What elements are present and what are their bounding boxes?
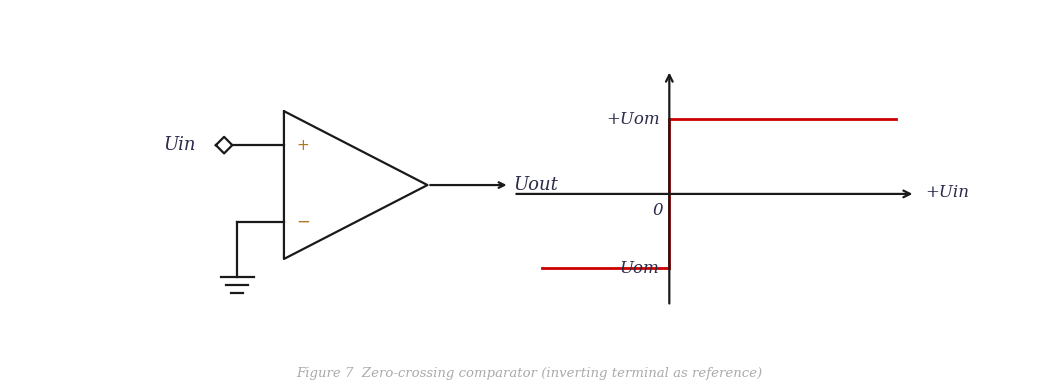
Text: +Uin: +Uin: [925, 184, 969, 201]
Text: +Uom: +Uom: [606, 111, 659, 128]
Text: −: −: [296, 213, 310, 231]
Text: Uin: Uin: [163, 136, 196, 154]
Text: +: +: [296, 137, 309, 152]
Text: 0: 0: [653, 202, 663, 218]
Text: Figure 7  Zero-crossing comparator (inverting terminal as reference): Figure 7 Zero-crossing comparator (inver…: [296, 367, 762, 380]
Text: Uom: Uom: [620, 260, 659, 277]
Text: Uout: Uout: [513, 176, 559, 194]
